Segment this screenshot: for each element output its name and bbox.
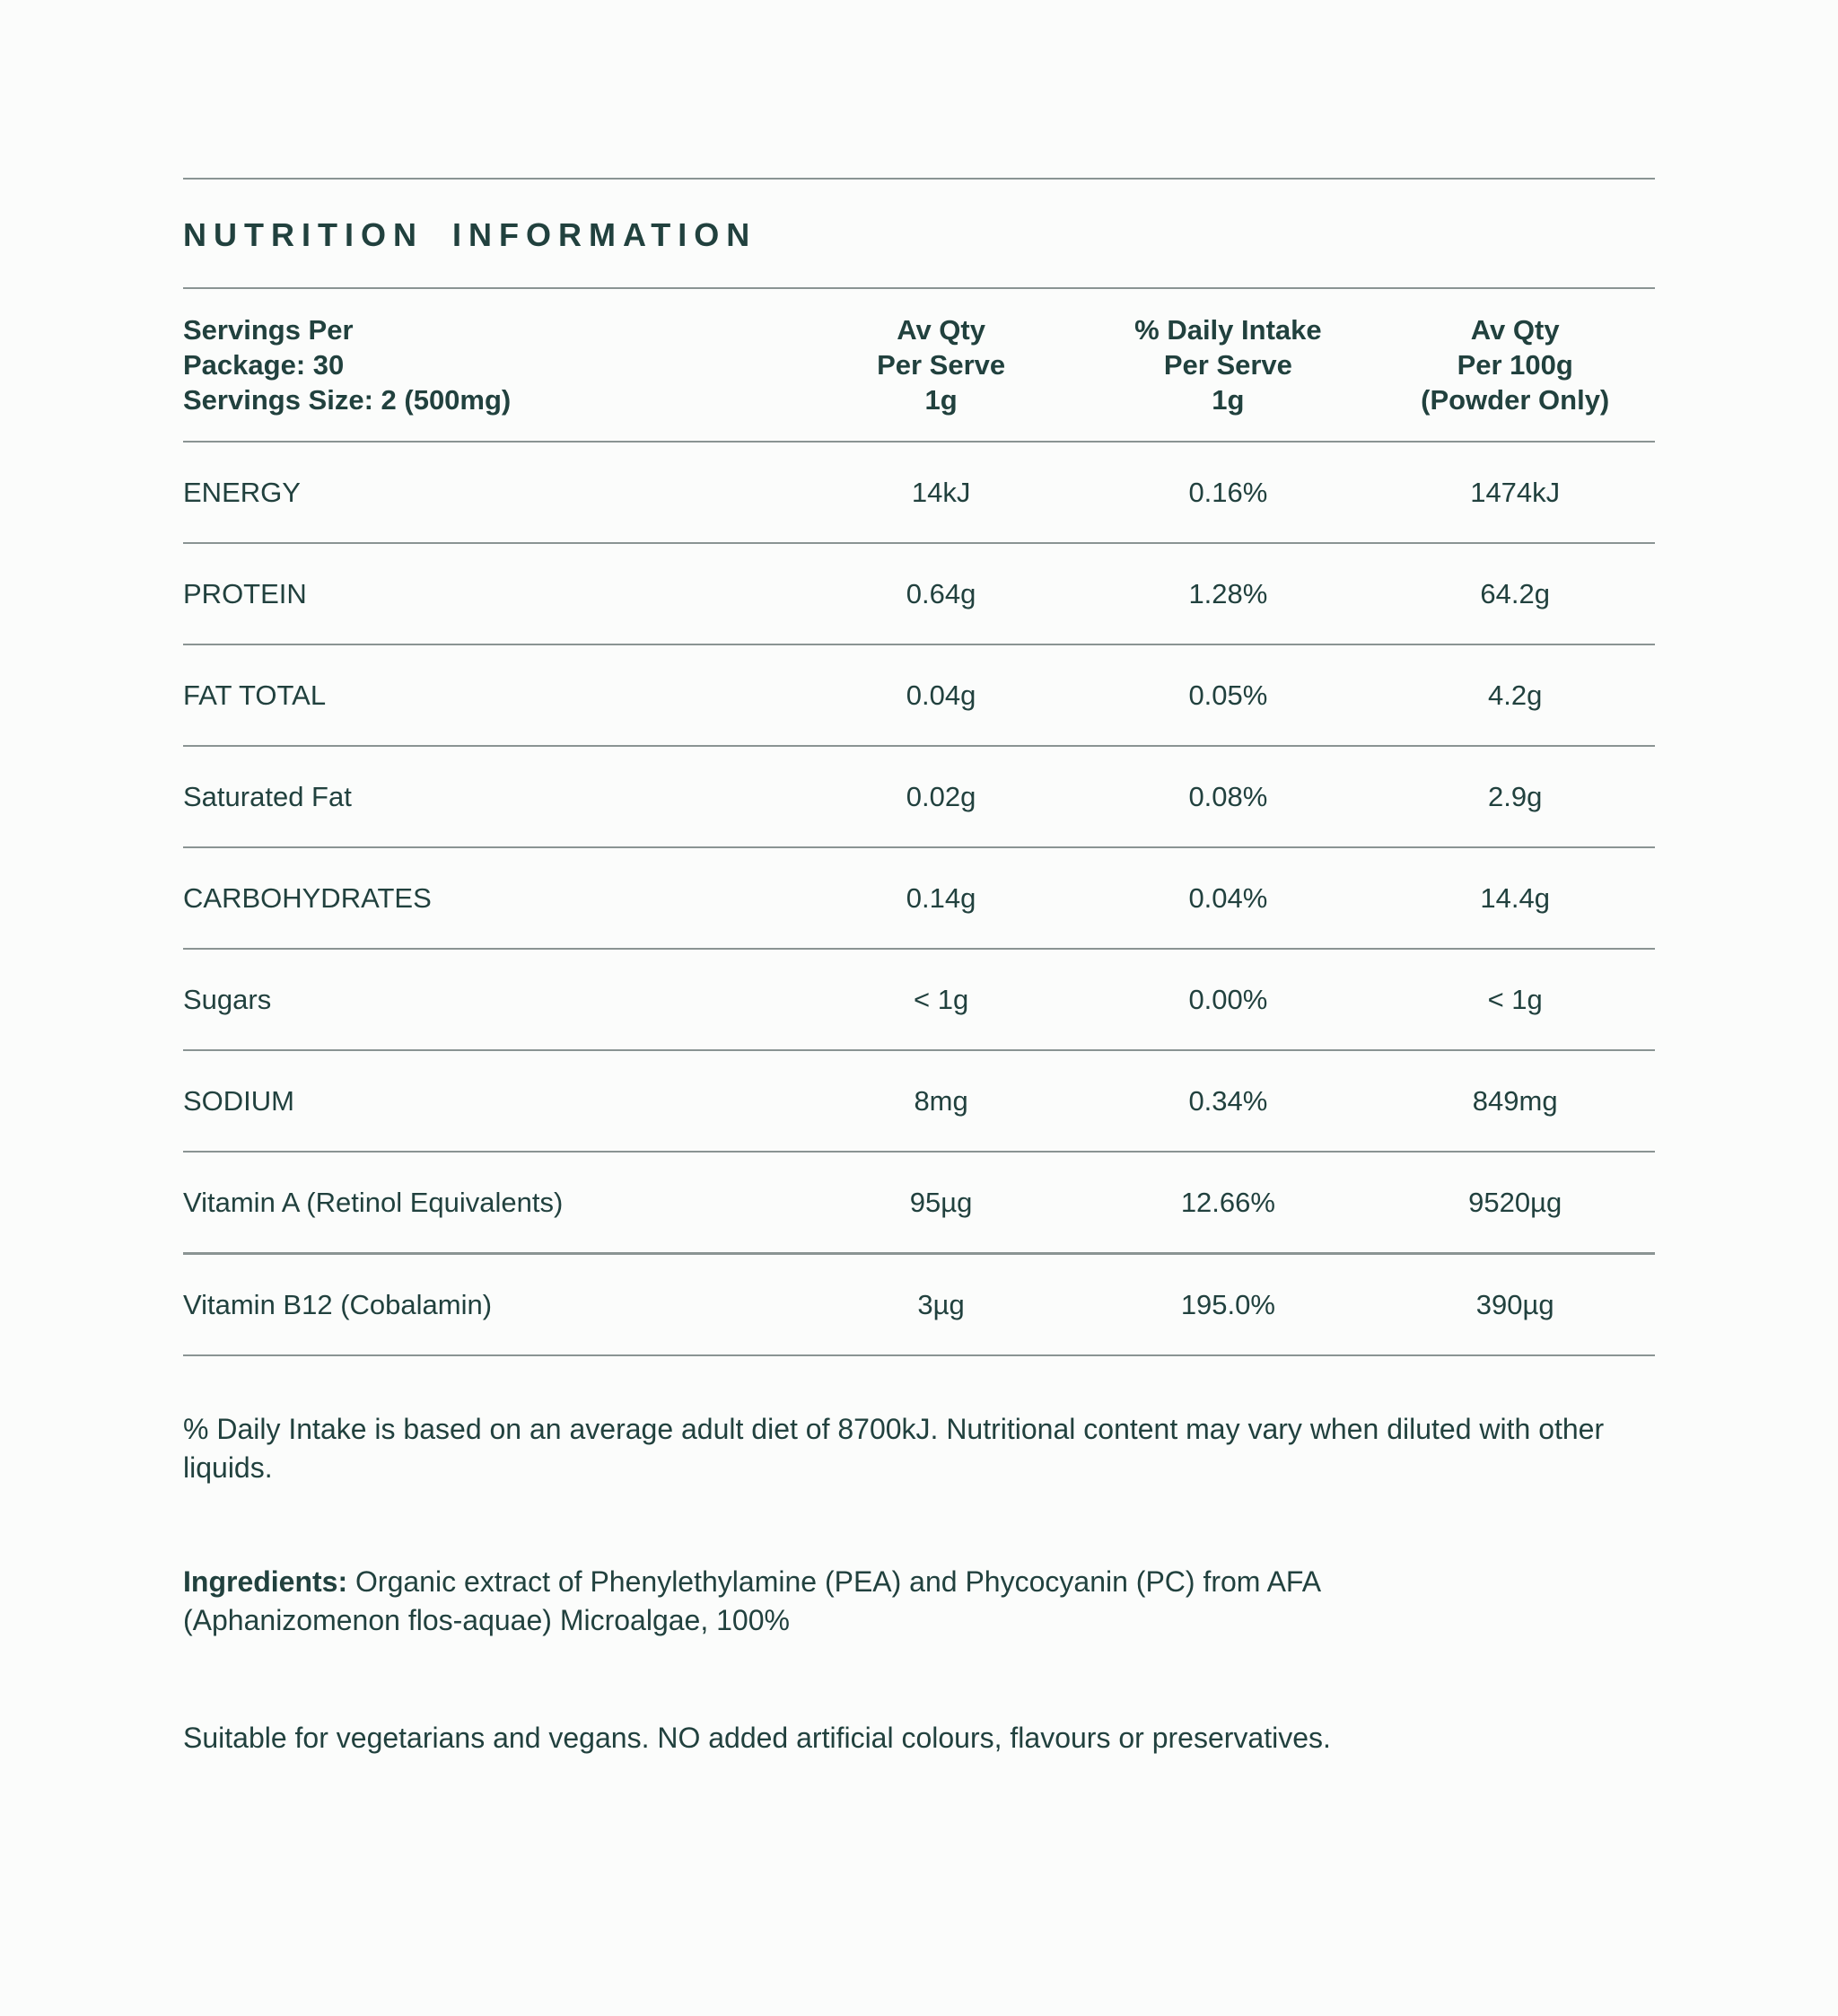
per-100g-value-cell: < 1g [1375,949,1655,1051]
header-av-qty-per-serve: Av Qty Per Serve 1g [801,289,1081,443]
per-100g-value-cell: 1474kJ [1375,442,1655,544]
ingredients-text: Organic extract of Phenylethylamine (PEA… [183,1565,1320,1636]
suitability-note: Suitable for vegetarians and vegans. NO … [183,1722,1331,1754]
nutrition-panel: NUTRITION INFORMATION Servings Per Packa… [183,178,1655,1757]
per-100g-value-cell: 64.2g [1375,543,1655,645]
per-serve-value-cell: < 1g [801,949,1081,1051]
header-av-qty-per-serve-line1: Av Qty [897,314,985,346]
nutrition-table: Servings Per Package: 30 Servings Size: … [183,289,1655,1356]
per-serve-value-cell: 14kJ [801,442,1081,544]
header-av-qty-per-100g-line2: Per 100g [1457,349,1573,381]
nutrient-label-cell: Sugars [183,949,801,1051]
table-row: FAT TOTAL 0.04g 0.05% 4.2g [183,644,1655,747]
nutrient-label-cell: Saturated Fat [183,746,801,848]
title-divider [183,287,1655,289]
daily-intake-value-cell: 1.28% [1081,543,1376,645]
header-daily-intake-line3: 1g [1212,384,1245,416]
per-serve-value-cell: 0.64g [801,543,1081,645]
table-row: PROTEIN 0.64g 1.28% 64.2g [183,543,1655,645]
per-100g-value-cell: 14.4g [1375,847,1655,950]
per-100g-value-cell: 9520µg [1375,1152,1655,1255]
table-row: Vitamin A (Retinol Equivalents) 95µg 12.… [183,1152,1655,1255]
daily-intake-value-cell: 0.34% [1081,1050,1376,1153]
table-row: CARBOHYDRATES 0.14g 0.04% 14.4g [183,847,1655,950]
daily-intake-value-cell: 0.08% [1081,746,1376,848]
ingredients-label: Ingredients: [183,1565,348,1598]
ingredients-note: Ingredients: Organic extract of Phenylet… [183,1563,1341,1640]
header-servings: Servings Per Package: 30 Servings Size: … [183,289,801,443]
table-row: Sugars < 1g 0.00% < 1g [183,949,1655,1051]
daily-intake-value-cell: 0.16% [1081,442,1376,544]
per-100g-value-cell: 849mg [1375,1050,1655,1153]
nutrient-label-cell: PROTEIN [183,543,801,645]
daily-intake-note: % Daily Intake is based on an average ad… [183,1413,1605,1484]
page-title: NUTRITION INFORMATION [183,216,757,253]
header-servings-line3: Servings Size: 2 (500mg) [183,384,512,416]
table-row: ENERGY 14kJ 0.16% 1474kJ [183,442,1655,544]
header-av-qty-per-100g: Av Qty Per 100g (Powder Only) [1375,289,1655,443]
table-row: SODIUM 8mg 0.34% 849mg [183,1050,1655,1153]
nutrient-label-cell: ENERGY [183,442,801,544]
daily-intake-value-cell: 0.05% [1081,644,1376,747]
nutrient-label-cell: FAT TOTAL [183,644,801,747]
per-100g-value-cell: 4.2g [1375,644,1655,747]
daily-intake-value-cell: 0.04% [1081,847,1376,950]
per-100g-value-cell: 390µg [1375,1253,1655,1356]
per-serve-value-cell: 0.02g [801,746,1081,848]
header-daily-intake-line1: % Daily Intake [1134,314,1322,346]
header-av-qty-per-100g-line3: (Powder Only) [1421,384,1610,416]
per-serve-value-cell: 95µg [801,1152,1081,1255]
header-servings-line2: Package: 30 [183,349,345,381]
per-serve-value-cell: 0.14g [801,847,1081,950]
nutrient-label-cell: CARBOHYDRATES [183,847,801,950]
daily-intake-value-cell: 12.66% [1081,1152,1376,1255]
nutrient-label-cell: Vitamin A (Retinol Equivalents) [183,1152,801,1255]
header-servings-line1: Servings Per [183,314,354,346]
header-av-qty-per-serve-line2: Per Serve [877,349,1006,381]
nutrient-label-cell: SODIUM [183,1050,801,1153]
header-daily-intake-line2: Per Serve [1163,349,1292,381]
header-av-qty-per-serve-line3: 1g [924,384,958,416]
daily-intake-value-cell: 0.00% [1081,949,1376,1051]
daily-intake-value-cell: 195.0% [1081,1253,1376,1356]
header-daily-intake: % Daily Intake Per Serve 1g [1081,289,1376,443]
per-100g-value-cell: 2.9g [1375,746,1655,848]
nutrient-label-cell: Vitamin B12 (Cobalamin) [183,1253,801,1356]
top-divider [183,178,1655,180]
header-av-qty-per-100g-line1: Av Qty [1470,314,1560,346]
table-row: Vitamin B12 (Cobalamin) 3µg 195.0% 390µg [183,1253,1655,1356]
nutrition-table-body: ENERGY 14kJ 0.16% 1474kJ PROTEIN 0.64g 1… [183,442,1655,1356]
per-serve-value-cell: 8mg [801,1050,1081,1153]
table-row: Saturated Fat 0.02g 0.08% 2.9g [183,746,1655,848]
table-header-row: Servings Per Package: 30 Servings Size: … [183,289,1655,443]
per-serve-value-cell: 3µg [801,1253,1081,1356]
per-serve-value-cell: 0.04g [801,644,1081,747]
